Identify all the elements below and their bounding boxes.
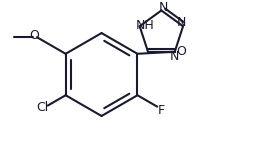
Text: NH: NH bbox=[136, 19, 154, 32]
Text: F: F bbox=[158, 104, 165, 117]
Text: N: N bbox=[158, 1, 168, 14]
Text: Cl: Cl bbox=[36, 101, 49, 114]
Text: O: O bbox=[176, 45, 186, 58]
Text: N: N bbox=[170, 50, 179, 63]
Text: N: N bbox=[177, 16, 186, 29]
Text: O: O bbox=[29, 29, 39, 42]
